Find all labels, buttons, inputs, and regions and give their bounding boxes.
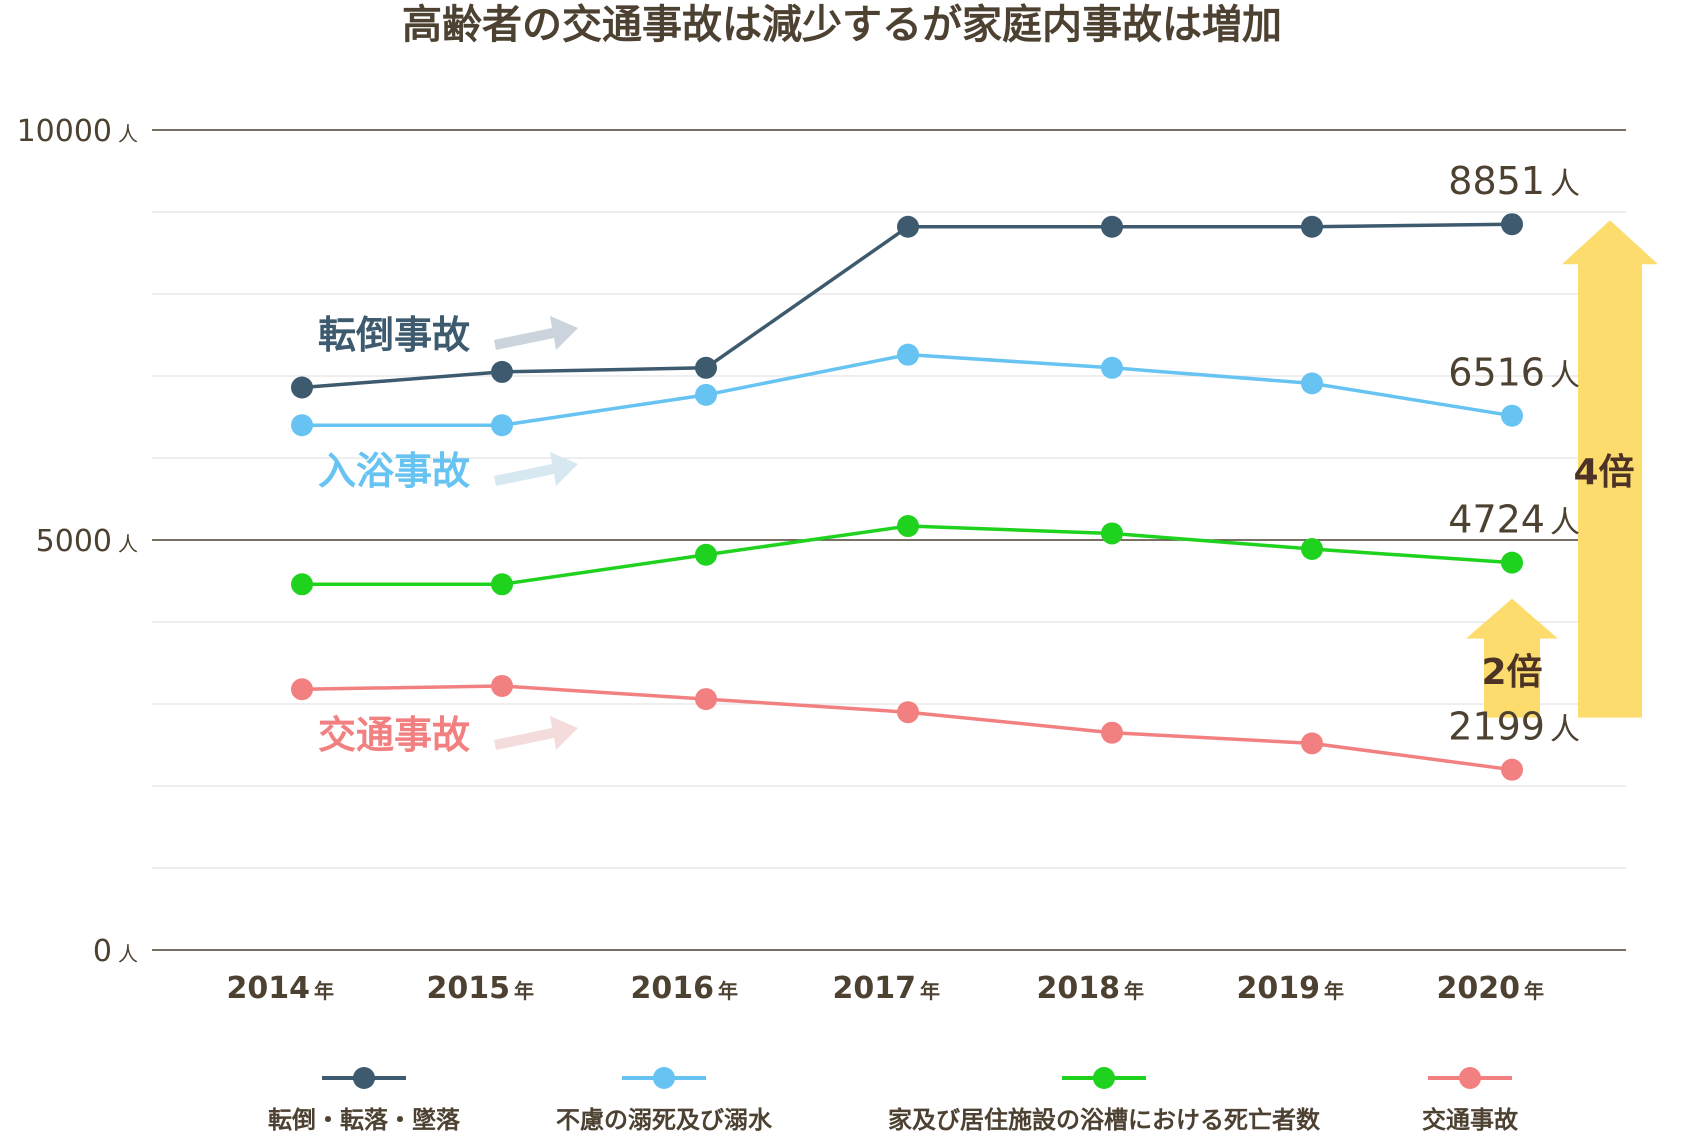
x-tick-label: 2015 — [427, 971, 511, 1006]
end-value-unit: 人 — [1550, 359, 1580, 394]
x-tick-label: 2018 — [1037, 971, 1121, 1006]
data-point — [897, 215, 919, 238]
end-value-unit: 人 — [1550, 713, 1580, 748]
data-point — [291, 414, 313, 437]
data-point — [1301, 538, 1323, 561]
grid — [152, 129, 1626, 951]
ratio-label-2x: 2倍 — [1481, 652, 1542, 693]
x-tick-label: 2017 — [833, 971, 917, 1006]
x-tick-label: 2019 — [1237, 971, 1321, 1006]
y-tick-label: 0 — [93, 934, 112, 969]
data-point — [897, 701, 919, 724]
data-point — [1501, 758, 1523, 781]
data-point — [1301, 732, 1323, 755]
ratio-arrows: 4倍 2倍 — [1466, 220, 1658, 718]
data-point — [1301, 372, 1323, 395]
x-tick-unit: 年 — [514, 979, 534, 1003]
x-tick-unit: 年 — [1324, 979, 1344, 1003]
ratio-arrow-4x — [1562, 220, 1658, 718]
y-tick-label: 10000 — [17, 114, 112, 149]
end-value-label: 2199 — [1448, 705, 1545, 749]
ratio-arrow-2x — [1466, 598, 1558, 718]
x-tick-label: 2020 — [1437, 971, 1521, 1006]
data-point — [491, 414, 513, 437]
data-point — [897, 343, 919, 366]
legend-label: 交通事故 — [1422, 1106, 1519, 1132]
legend-label: 転倒・転落・墜落 — [268, 1106, 461, 1132]
legend-swatch-marker — [1459, 1067, 1481, 1089]
data-point — [1101, 356, 1123, 379]
data-point — [1501, 213, 1523, 236]
annotation-arrow-icon — [494, 452, 578, 486]
data-point — [491, 360, 513, 383]
legend-swatch-marker — [1093, 1067, 1115, 1089]
legend-swatch-marker — [653, 1067, 675, 1089]
legend: 転倒・転落・墜落 不慮の溺死及び溺水 家及び居住施設の浴槽における死亡者数 交通事故 — [268, 1067, 1519, 1132]
legend-swatch-marker — [353, 1067, 375, 1089]
x-tick-unit: 年 — [1124, 979, 1144, 1003]
x-tick-label: 2016 — [631, 971, 715, 1006]
data-point — [491, 674, 513, 697]
data-point — [1501, 404, 1523, 427]
series-annotation: 入浴事故 — [318, 449, 470, 493]
end-value-unit: 人 — [1550, 506, 1580, 541]
series-annotation: 交通事故 — [318, 713, 470, 757]
chart-title: 高齢者の交通事故は減少するが家庭内事故は増加 — [402, 2, 1282, 48]
y-tick-unit: 人 — [118, 532, 138, 556]
data-point — [291, 678, 313, 701]
data-point — [695, 543, 717, 566]
ratio-label-4x: 4倍 — [1573, 452, 1634, 493]
x-tick-unit: 年 — [1524, 979, 1544, 1003]
data-point — [1101, 215, 1123, 238]
legend-label: 家及び居住施設の浴槽における死亡者数 — [888, 1106, 1321, 1132]
annotation-arrow-icon — [494, 316, 578, 350]
x-tick-unit: 年 — [718, 979, 738, 1003]
data-point — [291, 573, 313, 596]
data-point — [1501, 551, 1523, 574]
data-point — [695, 383, 717, 406]
data-point — [897, 515, 919, 538]
data-point — [695, 356, 717, 379]
y-tick-unit: 人 — [118, 942, 138, 966]
series-annotation: 転倒事故 — [318, 313, 470, 357]
legend-label: 不慮の溺死及び溺水 — [556, 1106, 773, 1132]
annotation-arrow-icon — [494, 716, 578, 750]
y-tick-unit: 人 — [118, 122, 138, 146]
x-tick-label: 2014 — [227, 971, 311, 1006]
series-line — [301, 684, 1513, 772]
end-value-label: 6516 — [1448, 351, 1545, 395]
y-tick-label: 5000 — [36, 524, 112, 559]
end-value-label: 4724 — [1448, 498, 1545, 542]
data-point — [695, 688, 717, 711]
end-value-label: 8851 — [1448, 159, 1545, 203]
data-point — [1101, 721, 1123, 744]
x-axis: 2014 年 2015 年 2016 年 2017 年 2018 年 2019 年 2020 年 — [227, 971, 1545, 1006]
data-point — [491, 573, 513, 596]
end-value-unit: 人 — [1550, 167, 1580, 202]
data-point — [291, 376, 313, 399]
data-point — [1101, 522, 1123, 545]
x-tick-unit: 年 — [314, 979, 334, 1003]
data-point — [1301, 215, 1323, 238]
x-tick-unit: 年 — [920, 979, 940, 1003]
